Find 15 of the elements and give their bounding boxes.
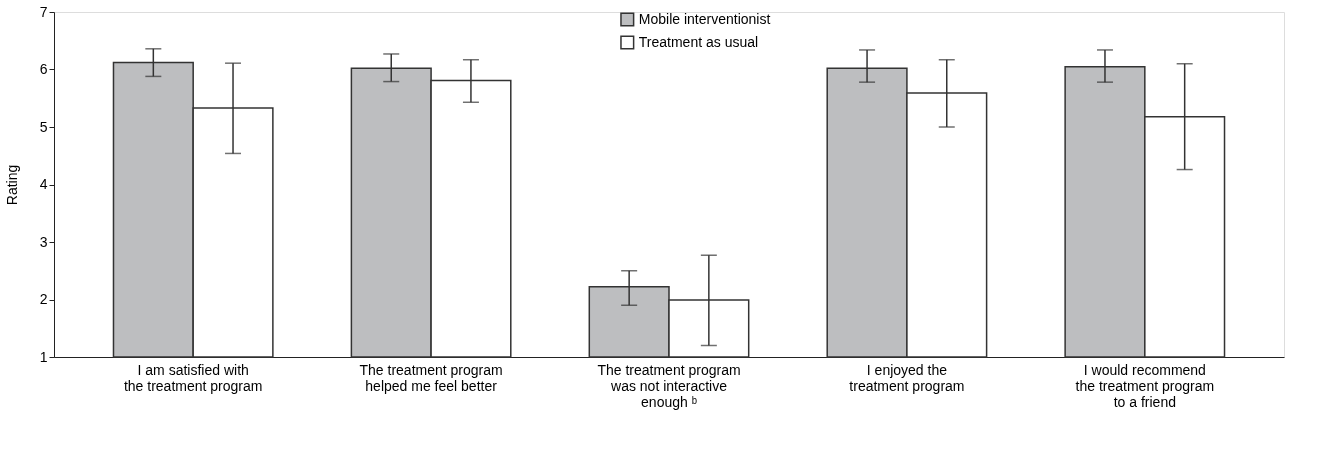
x-tick-label: I enjoyed the treatment program (849, 361, 965, 394)
legend-label: Treatment as usual (638, 33, 759, 50)
x-tick-label: The treatment program was not interactive enough ᵇ (597, 361, 741, 410)
y-tick-label: 6 (39, 61, 48, 77)
legend-label: Mobile interventionist (638, 10, 771, 27)
y-tick-label: 5 (39, 118, 48, 135)
x-tick-label: I would recommend the treatment program to a friend (1075, 361, 1215, 410)
x-tick-label: The treatment program helped me feel better (359, 361, 503, 394)
y-axis-title: Rating (3, 164, 20, 206)
y-tick-label: 3 (39, 233, 48, 250)
y-tick-label: 1 (39, 348, 48, 365)
y-tick-label: 7 (39, 3, 48, 20)
y-tick-label: 4 (39, 176, 48, 192)
x-tick-label: I am satisfied with the treatment program (123, 361, 263, 394)
y-tick-label: 2 (39, 291, 48, 307)
